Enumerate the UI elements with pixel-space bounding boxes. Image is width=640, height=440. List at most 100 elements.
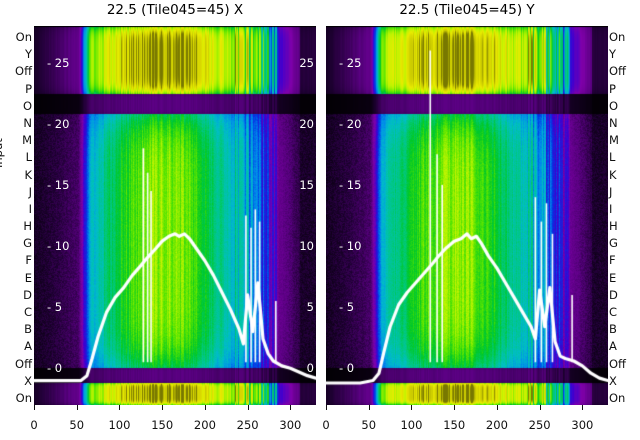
gutter-label: K bbox=[24, 167, 32, 182]
x-axis-tick-label: 0 bbox=[322, 418, 330, 432]
gutter-label: E bbox=[24, 270, 32, 285]
gutter-label: F bbox=[25, 253, 32, 268]
x-axis-tick bbox=[76, 405, 78, 410]
panel-divider bbox=[316, 26, 326, 405]
x-axis-tick-label: 300 bbox=[571, 418, 594, 432]
gutter-label: O bbox=[609, 98, 619, 113]
x-axis-tick bbox=[582, 405, 584, 410]
gutter-label: J bbox=[609, 184, 613, 199]
panel-title-x: 22.5 (Tile045=45) X bbox=[106, 2, 244, 18]
x-axis-tick bbox=[119, 405, 121, 410]
y-axis-tick-label: - 25 bbox=[47, 55, 70, 70]
y-axis-tick-label: - 0 bbox=[47, 361, 63, 376]
gutter-label: K bbox=[609, 167, 617, 182]
x-axis-tick bbox=[34, 405, 35, 410]
y-axis-tick-label: 0 bbox=[306, 361, 314, 376]
gutter-label: M bbox=[609, 133, 619, 148]
x-axis-tick bbox=[204, 405, 206, 410]
x-axis-tick-label: 50 bbox=[361, 418, 377, 432]
gutter-label: Off bbox=[609, 64, 626, 79]
gutter-label: H bbox=[23, 219, 32, 234]
gutter-label: N bbox=[23, 115, 32, 130]
gutter-label: A bbox=[609, 339, 617, 354]
gutter-label: D bbox=[23, 287, 32, 302]
gutter-label: F bbox=[609, 253, 616, 268]
gutter-label: X bbox=[24, 373, 32, 388]
gutter-label: Off bbox=[15, 356, 32, 371]
x-axis-tick bbox=[368, 405, 370, 410]
x-axis-tick-label: 200 bbox=[485, 418, 508, 432]
gutter-label: B bbox=[609, 322, 617, 337]
gutter-label: O bbox=[22, 98, 32, 113]
x-axis-tick-label: 200 bbox=[193, 418, 216, 432]
x-axis-panel-y: 0 50 100 150 200 250 300 bbox=[322, 405, 608, 439]
gutter-label: L bbox=[25, 150, 32, 165]
x-axis-tick-label: 300 bbox=[279, 418, 302, 432]
x-axis-tick bbox=[411, 405, 413, 410]
y-axis-tick-label: - 25 bbox=[339, 55, 362, 70]
gutter-label: C bbox=[609, 305, 618, 320]
x-axis-tick-label: 50 bbox=[69, 418, 85, 432]
x-axis-tick bbox=[290, 405, 292, 410]
y-axis-tick-label: - 15 bbox=[339, 177, 362, 192]
heatmap-panel-y[interactable]: - 0 - 5 - 10 - 15 - 20 - 25 bbox=[326, 26, 608, 405]
y-axis-tick-label: 10 bbox=[299, 239, 314, 254]
x-axis-tick-label: 150 bbox=[151, 418, 174, 432]
gutter-label: On bbox=[15, 30, 32, 44]
gutter-label: B bbox=[24, 322, 32, 337]
x-axis-tick-label: 250 bbox=[528, 418, 551, 432]
gutter-label: Off bbox=[15, 64, 32, 79]
y-axis-tick-label: - 0 bbox=[339, 361, 355, 376]
x-axis-tick bbox=[326, 405, 327, 410]
gutter-label: Y bbox=[609, 47, 617, 62]
gutter-label: N bbox=[609, 115, 618, 130]
gutter-label: J bbox=[28, 184, 32, 199]
gutter-label: P bbox=[609, 81, 616, 96]
heatmap-canvas-x bbox=[34, 26, 316, 405]
gutter-label: C bbox=[23, 305, 32, 320]
x-axis-tick bbox=[496, 405, 498, 410]
gutter-label: On bbox=[609, 30, 626, 44]
right-label-gutter: On Y Off P O N M L K J I H G F E D C B A Off X On bbox=[606, 26, 640, 405]
x-axis-tick bbox=[539, 405, 541, 410]
y-axis-tick-label: 20 bbox=[299, 116, 314, 131]
x-axis-tick-label: 0 bbox=[30, 418, 38, 432]
gutter-label: L bbox=[609, 150, 616, 165]
y-axis-tick-label: - 10 bbox=[47, 239, 70, 254]
gutter-label: X bbox=[609, 373, 617, 388]
gutter-label: Off bbox=[609, 356, 626, 371]
gutter-label: H bbox=[609, 219, 618, 234]
y-axis-tick-label: - 5 bbox=[339, 300, 355, 315]
y-axis-tick-label: - 20 bbox=[47, 116, 70, 131]
x-axis-tick-label: 250 bbox=[236, 418, 259, 432]
y-axis-tick-label: - 5 bbox=[47, 300, 63, 315]
gutter-label: I bbox=[28, 201, 32, 216]
y-axis-tick-label: 15 bbox=[299, 177, 314, 192]
heatmap-canvas-y bbox=[326, 26, 608, 405]
gutter-label: P bbox=[25, 81, 32, 96]
gutter-label: I bbox=[609, 201, 613, 216]
x-axis-tick-label: 150 bbox=[443, 418, 466, 432]
y-axis-tick-label: - 15 bbox=[47, 177, 70, 192]
y-axis-label: Input bbox=[0, 138, 5, 168]
x-axis-panel-x: 0 50 100 150 200 250 300 bbox=[30, 405, 316, 439]
gutter-label: On bbox=[15, 391, 32, 405]
gutter-label: M bbox=[22, 133, 32, 148]
gutter-label: G bbox=[23, 236, 32, 251]
gutter-label: On bbox=[609, 391, 626, 405]
gutter-label: G bbox=[609, 236, 618, 251]
y-axis-tick-label: 5 bbox=[306, 300, 314, 315]
x-axis-tick bbox=[247, 405, 249, 410]
x-axis-tick-label: 100 bbox=[400, 418, 423, 432]
left-label-gutter: On Y Off P O N M L K J I H G F E D C B A Off X On bbox=[0, 26, 34, 405]
gutter-label: Y bbox=[24, 47, 32, 62]
x-axis-tick bbox=[162, 405, 164, 410]
x-axis-tick-label: 100 bbox=[108, 418, 131, 432]
heatmap-panel-x[interactable]: - 0 - 5 - 10 - 15 - 20 - 25 0 5 10 15 20 25 bbox=[34, 26, 316, 405]
gutter-label: A bbox=[24, 339, 32, 354]
y-axis-tick-label: 25 bbox=[299, 55, 314, 70]
gutter-label: E bbox=[609, 270, 617, 285]
panel-title-y: 22.5 (Tile045=45) Y bbox=[399, 2, 535, 18]
y-axis-tick-label: - 20 bbox=[339, 116, 362, 131]
